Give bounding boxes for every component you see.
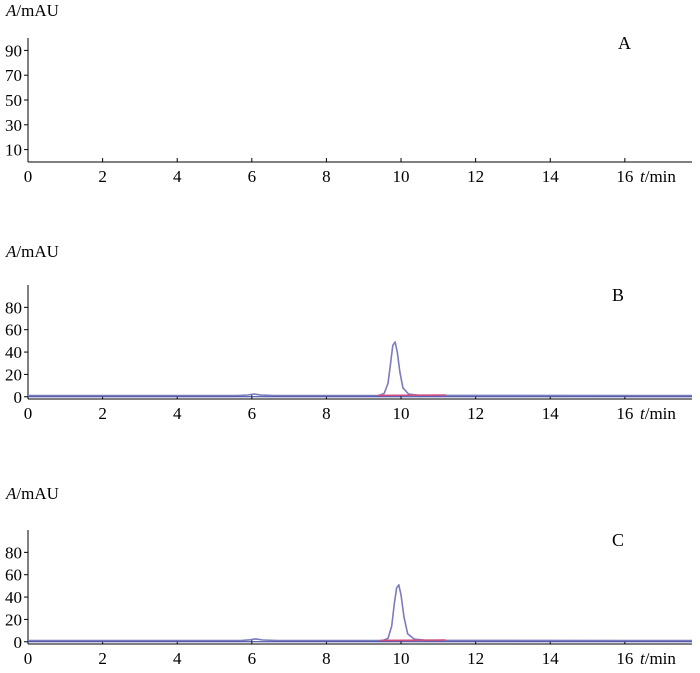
y-tick-label: 10 [5,141,22,160]
y-axis-unit: /mAU [16,484,59,503]
chart-panel-a: A/mAU 10 30 50 70 90 0 2 4 6 8 10 12 14 16 t/min A [5,1,692,186]
chart-panel-b: A/mAU 0 20 40 60 80 0 2 4 6 8 10 12 14 16 t/min B [5,242,693,423]
y-tick-label: 20 [5,365,22,384]
y-axis-label: A/mAU [5,242,59,261]
y-axis-variable: A [5,484,17,503]
x-tick-label: 14 [542,649,560,668]
y-axis-label: A/mAU [5,1,59,20]
x-tick-label: 2 [98,649,107,668]
x-tick-label: 10 [393,404,410,423]
x-tick-label: 8 [322,167,331,186]
y-tick-label: 60 [5,321,22,340]
y-tick-label: 50 [5,91,22,110]
x-tick-label: 12 [467,167,484,186]
x-axis-variable: t [640,649,646,668]
y-tick-label: 0 [14,633,23,652]
x-tick-label: 12 [467,649,484,668]
y-axis-unit: /mAU [16,242,59,261]
x-tick-label: 0 [24,167,33,186]
y-axis-unit: /mAU [16,1,59,20]
x-tick-label: 16 [616,404,633,423]
y-tick-label: 0 [14,388,23,407]
x-axis-unit: /min [645,167,677,186]
x-tick-label: 4 [173,167,182,186]
x-axis-unit: /min [645,649,677,668]
x-tick-label: 6 [248,649,257,668]
x-tick-label: 6 [248,404,257,423]
x-tick-label: 0 [24,649,33,668]
panel-label: A [618,33,631,53]
y-tick-label: 20 [5,610,22,629]
x-axis-label: t/min [640,404,676,423]
chromatogram-trace [28,341,693,397]
x-tick-label: 8 [322,404,331,423]
y-tick-label: 60 [5,566,22,585]
y-tick-label: 80 [5,298,22,317]
chromatogram-trace [28,583,693,642]
y-axis-variable: A [5,1,17,20]
panel-label: B [612,285,624,305]
x-axis-variable: t [640,167,646,186]
y-axis-label: A/mAU [5,484,59,503]
y-tick-label: 80 [5,543,22,562]
x-tick-label: 12 [467,404,484,423]
x-tick-label: 14 [542,167,560,186]
x-tick-label: 2 [98,167,107,186]
x-tick-label: 4 [173,404,182,423]
x-axis-label: t/min [640,167,676,186]
x-axis-label: t/min [640,649,676,668]
x-tick-label: 16 [616,649,633,668]
x-tick-label: 16 [616,167,633,186]
x-tick-label: 0 [24,404,33,423]
y-tick-label: 70 [5,66,22,85]
x-axis-unit: /min [645,404,677,423]
y-axis-variable: A [5,242,17,261]
y-tick-label: 40 [5,343,22,362]
y-tick-label: 30 [5,116,22,135]
x-tick-label: 4 [173,649,182,668]
panel-label: C [612,530,624,550]
x-tick-label: 8 [322,649,331,668]
x-axis-variable: t [640,404,646,423]
y-tick-label: 90 [5,41,22,60]
x-tick-label: 10 [393,649,410,668]
x-tick-label: 6 [248,167,257,186]
y-tick-label: 40 [5,588,22,607]
x-tick-label: 14 [542,404,560,423]
x-tick-label: 10 [393,167,410,186]
chart-panel-c: A/mAU 0 20 40 60 80 0 2 4 6 8 10 12 14 16 t/min C [5,484,693,668]
x-tick-label: 2 [98,404,107,423]
